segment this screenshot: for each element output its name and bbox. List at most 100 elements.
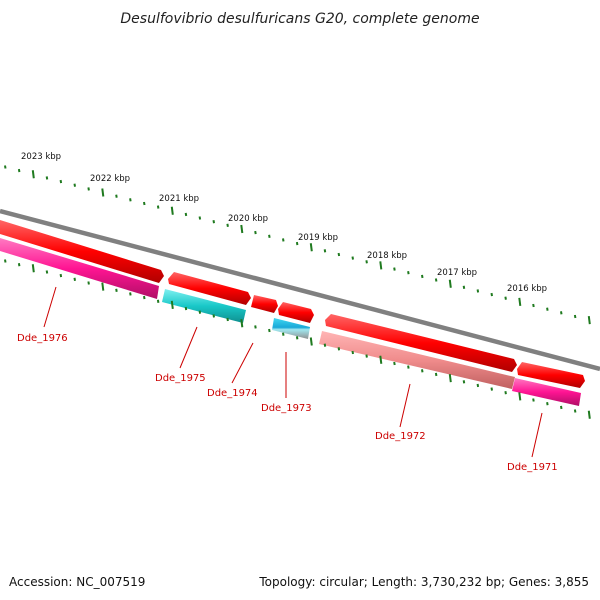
outer-minor-tick xyxy=(490,292,493,297)
outer-minor-tick xyxy=(351,256,354,260)
outer-minor-tick xyxy=(393,267,396,271)
gene-arrow-dde-1975-top[interactable] xyxy=(168,272,251,305)
outer-minor-tick xyxy=(115,194,118,198)
inner-minor-tick xyxy=(393,361,396,366)
inner-minor-tick xyxy=(212,314,215,318)
inner-minor-tick xyxy=(407,365,410,369)
gene-arrow-dde-1972[interactable] xyxy=(325,314,517,372)
inner-minor-tick xyxy=(4,259,7,263)
outer-minor-tick xyxy=(73,183,76,187)
gene-bar-dde-1971[interactable] xyxy=(512,378,581,406)
inner-minor-tick xyxy=(573,409,577,413)
gene-bar-dde-1976[interactable] xyxy=(0,238,159,299)
inner-minor-tick xyxy=(295,336,299,340)
outer-major-tick xyxy=(518,297,522,307)
inner-major-tick xyxy=(101,282,105,291)
outer-minor-tick xyxy=(462,285,466,289)
inner-minor-tick xyxy=(421,369,424,373)
genome-backbone xyxy=(0,208,600,372)
outer-major-tick xyxy=(309,243,313,252)
reverse-strand-genes xyxy=(0,238,581,406)
leader-dde-1972 xyxy=(399,383,411,428)
scale-label-2016: 2016 kbp xyxy=(507,284,547,294)
accession-text: Accession: NC_007519 xyxy=(9,575,145,589)
scale-label-2021: 2021 kbp xyxy=(159,194,199,204)
outer-minor-tick xyxy=(184,212,188,217)
outer-minor-tick xyxy=(421,274,424,279)
scale-label-2017: 2017 kbp xyxy=(437,268,477,278)
inner-minor-tick xyxy=(434,372,438,377)
outer-minor-tick xyxy=(212,220,215,224)
inner-minor-tick xyxy=(45,270,49,274)
inner-minor-tick xyxy=(323,343,327,347)
outer-minor-tick xyxy=(546,307,549,311)
leader-dde-1975 xyxy=(179,326,198,369)
outer-minor-tick xyxy=(87,187,90,191)
inner-minor-tick xyxy=(560,405,563,410)
forward-strand-genes xyxy=(0,220,585,388)
gene-arrow-dde-1973-top[interactable] xyxy=(278,302,314,323)
inner-minor-tick xyxy=(87,281,90,285)
topology-text: Topology: circular; Length: 3,730,232 bp… xyxy=(258,575,589,589)
scale-label-2019: 2019 kbp xyxy=(298,233,338,243)
inner-minor-tick xyxy=(365,354,368,358)
inner-minor-tick xyxy=(156,299,160,303)
gene-bar-dde-1975[interactable] xyxy=(162,289,246,323)
outer-minor-tick xyxy=(268,234,271,238)
inner-minor-tick xyxy=(198,310,202,314)
inner-minor-tick xyxy=(351,350,354,355)
inner-minor-tick xyxy=(490,387,493,391)
inner-minor-tick xyxy=(17,263,21,267)
inner-minor-tick xyxy=(59,273,63,278)
gene-label-dde-1971[interactable]: Dde_1971 xyxy=(507,462,558,473)
outer-major-tick xyxy=(587,315,591,325)
gene-bar-dde-1972-lower[interactable] xyxy=(319,331,515,389)
scale-label-2023: 2023 kbp xyxy=(21,152,61,162)
outer-minor-tick xyxy=(254,230,257,235)
gene-label-dde-1973[interactable]: Dde_1973 xyxy=(261,403,312,414)
outer-minor-tick xyxy=(476,289,480,293)
inner-major-tick xyxy=(518,392,522,401)
inner-minor-tick xyxy=(115,288,118,292)
outer-minor-tick xyxy=(59,179,63,184)
outer-major-tick xyxy=(31,170,35,179)
inner-major-tick xyxy=(170,300,174,310)
inner-major-tick xyxy=(448,373,452,383)
outer-minor-tick xyxy=(17,168,21,173)
leader-dde-1971 xyxy=(531,412,543,458)
gene-arrow-dde-1974-top[interactable] xyxy=(251,295,278,313)
inner-minor-tick xyxy=(504,391,507,395)
gene-label-dde-1975[interactable]: Dde_1975 xyxy=(155,373,206,384)
inner-minor-tick xyxy=(129,292,132,296)
inner-major-tick xyxy=(379,355,383,364)
scale-labels: 2023 kbp 2022 kbp 2021 kbp 2020 kbp 2019… xyxy=(21,152,547,294)
leader-dde-1976 xyxy=(43,286,57,328)
outer-minor-tick xyxy=(504,296,507,300)
gene-label-dde-1976[interactable]: Dde_1976 xyxy=(17,333,68,344)
outer-minor-tick xyxy=(226,223,229,227)
inner-minor-tick xyxy=(268,328,271,333)
gene-bar-dde-1973[interactable] xyxy=(272,318,310,339)
scale-label-2022: 2022 kbp xyxy=(90,174,130,184)
outer-minor-tick xyxy=(129,198,132,202)
outer-major-tick xyxy=(240,224,244,234)
inner-minor-tick xyxy=(462,380,466,384)
outer-minor-tick xyxy=(532,303,535,308)
outer-major-tick xyxy=(448,279,452,288)
inner-major-tick xyxy=(587,410,591,419)
inner-minor-tick xyxy=(143,295,146,300)
inner-major-tick xyxy=(309,337,313,346)
scale-label-2018: 2018 kbp xyxy=(367,251,407,261)
inner-major-tick xyxy=(240,319,244,328)
outer-minor-tick xyxy=(560,311,563,315)
outer-minor-tick xyxy=(434,278,438,282)
outer-minor-tick xyxy=(156,205,160,209)
gene-label-dde-1974[interactable]: Dde_1974 xyxy=(207,388,258,399)
inner-minor-tick xyxy=(254,325,257,329)
gene-labels: Dde_1976 Dde_1975 Dde_1974 Dde_1973 Dde_… xyxy=(17,333,558,473)
gene-arrow-dde-1976-top[interactable] xyxy=(0,220,164,283)
gene-arrow-dde-1971-top[interactable] xyxy=(517,362,585,388)
gene-label-dde-1972[interactable]: Dde_1972 xyxy=(375,431,426,442)
outer-major-tick xyxy=(101,188,105,197)
